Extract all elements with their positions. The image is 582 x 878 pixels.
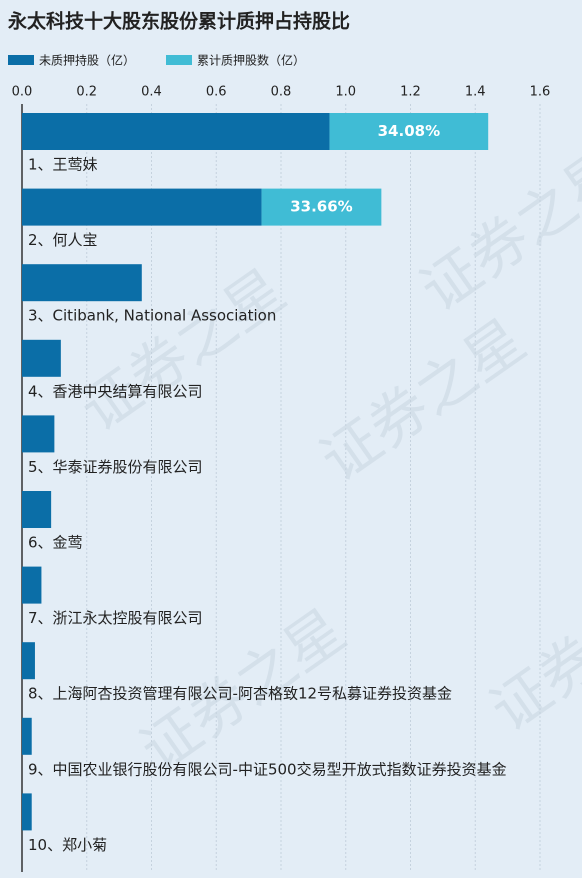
y-tick-label: 6、金莺 (28, 534, 83, 552)
watermark: 证券之星 (308, 306, 537, 495)
x-tick-label: 0.2 (76, 85, 97, 100)
y-tick-label: 3、Citibank, National Association (28, 307, 276, 325)
value-label: 33.66% (290, 198, 352, 216)
y-tick-label: 1、王莺妹 (28, 156, 98, 174)
legend-swatch (8, 55, 34, 65)
bar (22, 415, 55, 453)
bar (22, 339, 61, 377)
value-label: 34.08% (378, 122, 440, 140)
x-tick-label: 0.6 (206, 85, 227, 100)
bar (22, 717, 32, 755)
x-tick-label: 1.0 (335, 85, 356, 100)
x-tick-label: 1.2 (400, 85, 421, 100)
y-tick-label: 7、浙江永太控股有限公司 (28, 609, 203, 627)
legend-label: 累计质押股数（亿） (197, 53, 305, 68)
bar (22, 264, 142, 302)
bar (22, 566, 42, 604)
bar (22, 113, 330, 150)
bar (329, 113, 489, 150)
x-tick-label: 0.0 (12, 85, 33, 100)
y-tick-label: 2、何人宝 (28, 231, 98, 249)
bar (22, 188, 262, 226)
y-tick-label: 10、郑小菊 (28, 836, 107, 854)
y-tick-label: 5、华泰证券股份有限公司 (28, 458, 203, 476)
bar (22, 642, 35, 680)
watermark: 证券之星 (408, 136, 582, 325)
chart-title: 永太科技十大股东股份累计质押占持股比 (7, 10, 350, 33)
legend-swatch (166, 55, 192, 65)
y-tick-label: 4、香港中央结算有限公司 (28, 382, 203, 400)
x-tick-label: 0.4 (141, 85, 162, 100)
x-tick-label: 1.4 (465, 85, 486, 100)
x-tick-label: 0.8 (271, 85, 292, 100)
bar (22, 491, 52, 528)
bar (22, 793, 32, 831)
legend-label: 未质押持股（亿） (39, 53, 135, 68)
watermark: 证券之星 (478, 556, 582, 745)
bar (261, 188, 382, 226)
y-tick-label: 8、上海阿杏投资管理有限公司-阿杏格致12号私募证券投资基金 (28, 685, 452, 703)
x-tick-label: 1.6 (530, 85, 551, 100)
y-tick-label: 9、中国农业银行股份有限公司-中证500交易型开放式指数证券投资基金 (28, 760, 507, 778)
